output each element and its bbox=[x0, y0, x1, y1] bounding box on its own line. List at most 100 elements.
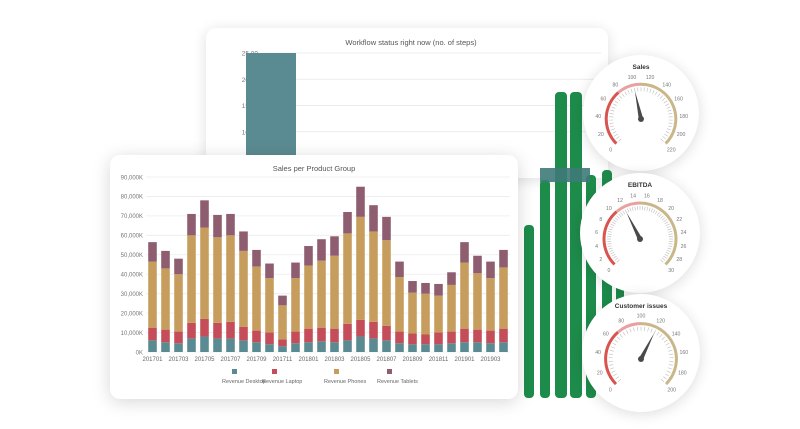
gauge-tick bbox=[611, 221, 616, 225]
bar-segment bbox=[356, 216, 365, 320]
bar-segment bbox=[200, 336, 209, 352]
gauge-tick bbox=[646, 206, 648, 211]
bar-segment bbox=[408, 281, 417, 293]
gauge-tick bbox=[609, 226, 614, 229]
gauge-tick bbox=[668, 231, 673, 233]
gauge-tick bbox=[668, 243, 673, 245]
gauge-tick bbox=[663, 100, 668, 104]
gauge-arc-segment bbox=[640, 82, 678, 145]
gauge-tick bbox=[611, 106, 616, 109]
x-tick-label: 201703 bbox=[168, 357, 189, 363]
legend-label: Revenue Laptop bbox=[262, 379, 302, 385]
y-tick-label: 10,000K bbox=[121, 331, 143, 337]
bar-segment bbox=[486, 330, 495, 344]
green-bar bbox=[540, 180, 550, 398]
y-tick-label: 40,000K bbox=[121, 273, 143, 279]
gauge-tick bbox=[627, 208, 630, 213]
bar-segment bbox=[434, 332, 443, 345]
bar-segment bbox=[486, 343, 495, 352]
y-tick-label: 0K bbox=[136, 350, 143, 356]
gauge-tick bbox=[611, 253, 616, 257]
bar-segment bbox=[304, 246, 313, 266]
legend-label: Revenue Phones bbox=[324, 379, 366, 385]
bar-segment bbox=[421, 344, 430, 352]
gauge-tick bbox=[663, 255, 667, 259]
gauge-tick-label: 120 bbox=[646, 75, 655, 81]
gauge-tick-label: 40 bbox=[595, 350, 601, 356]
gauge-tick bbox=[667, 346, 672, 349]
gauge-tick-label: 200 bbox=[667, 388, 676, 394]
gauge-tick bbox=[668, 113, 673, 115]
gauge-title: Customer issues bbox=[615, 303, 668, 310]
gauge-tick bbox=[627, 89, 630, 94]
gauge-tick bbox=[650, 208, 653, 213]
green-bar bbox=[555, 92, 567, 398]
gauge-tick bbox=[656, 331, 660, 336]
x-tick-label: 201803 bbox=[324, 357, 345, 363]
bar-segment bbox=[447, 343, 456, 352]
y-tick-label: 90,000K bbox=[121, 175, 143, 181]
sales-per-product-group-card: Sales per Product Group 0K 10,000K 20,000K… bbox=[110, 155, 518, 399]
bar-segment bbox=[473, 342, 482, 352]
gauge-arc-segment bbox=[602, 210, 618, 266]
gauge-tick bbox=[661, 97, 666, 102]
gauge-tick-label: 140 bbox=[672, 331, 681, 337]
legend-label: Revenue Desktop bbox=[222, 379, 266, 385]
bar-segment bbox=[382, 240, 391, 326]
gauge-tick-label: 200 bbox=[677, 132, 686, 138]
gauge-tick bbox=[621, 93, 625, 97]
bar-segment bbox=[252, 342, 261, 352]
bar-segment bbox=[330, 255, 339, 329]
bar-segment bbox=[447, 331, 456, 344]
bar-segment bbox=[382, 340, 391, 352]
bar-segment bbox=[382, 325, 391, 341]
x-tick-label: 201901 bbox=[454, 357, 475, 363]
gauge-tick bbox=[654, 91, 658, 96]
gauge-tick-label: 4 bbox=[595, 244, 598, 250]
bar-segment bbox=[265, 344, 274, 352]
bar-segment bbox=[213, 237, 222, 323]
gauge-tick bbox=[663, 376, 667, 380]
gauge-tick-label: 30 bbox=[668, 268, 674, 274]
gauge-needle bbox=[639, 332, 655, 360]
gauge-tick bbox=[659, 334, 663, 338]
bar-segment bbox=[343, 340, 352, 352]
gauge-tick bbox=[609, 122, 614, 124]
gauge-tick-label: 60 bbox=[601, 96, 607, 102]
gauge-arc-segment bbox=[604, 91, 620, 145]
bar-segment bbox=[187, 322, 196, 339]
bar-segment bbox=[213, 214, 222, 238]
gauge-tick bbox=[622, 210, 626, 215]
gauge-tick-label: 0 bbox=[607, 268, 610, 274]
gauge-tick bbox=[660, 138, 664, 142]
gauge-tick-label: 20 bbox=[598, 132, 604, 138]
y-tick-label: 60,000K bbox=[121, 234, 143, 240]
ebitda-gauge: EBITDA 0 2 4 6 8 10 12 14 16 18 20 22 24 26 28 30 bbox=[580, 173, 700, 293]
gauge-tick bbox=[610, 367, 615, 370]
gauge-tick bbox=[617, 378, 622, 383]
bar-segment bbox=[460, 262, 469, 329]
bar-segment bbox=[226, 321, 235, 339]
gauge-tick bbox=[613, 373, 617, 377]
gauge-tick bbox=[660, 215, 664, 219]
gauge-tick-label: 26 bbox=[681, 244, 687, 250]
gauge-needle bbox=[626, 212, 642, 240]
gauge-tick bbox=[665, 373, 669, 377]
bar-segment bbox=[317, 341, 326, 352]
gauge-tick bbox=[616, 215, 620, 219]
gauge-tick bbox=[624, 91, 628, 96]
bar-segment bbox=[200, 318, 209, 337]
gauge-tick-label: 20 bbox=[668, 206, 674, 212]
sales-gauge-svg: Sales 0 20 40 60 80 100 120 140 160 180 200 220 bbox=[595, 64, 688, 153]
gauge-tick bbox=[607, 243, 612, 245]
gauge-tick bbox=[668, 233, 673, 235]
bar-segment bbox=[291, 331, 300, 344]
teal-overlay-bar bbox=[540, 168, 590, 182]
bar-segment bbox=[187, 338, 196, 352]
bar-segment bbox=[499, 249, 508, 268]
gauge-tick bbox=[617, 336, 621, 340]
gauge-tick bbox=[634, 206, 636, 211]
bar-segment bbox=[460, 242, 469, 263]
chart-title: Workflow status right now (no. of steps) bbox=[345, 38, 477, 47]
bar-segment bbox=[473, 329, 482, 343]
